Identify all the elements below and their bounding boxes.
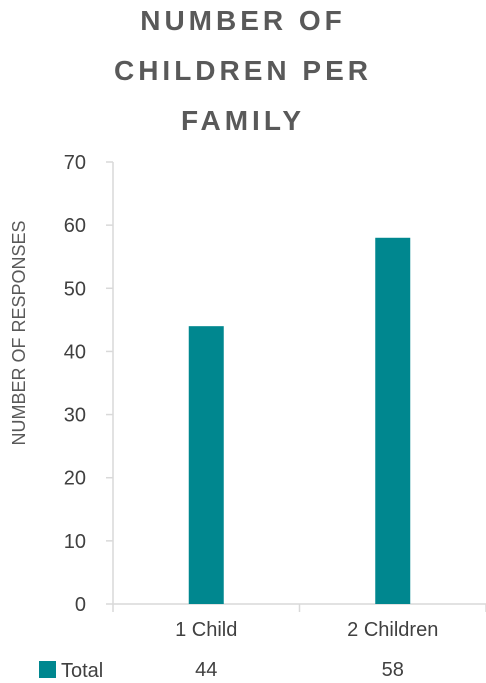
y-tick-label: 10 <box>64 531 86 553</box>
y-tick-label: 50 <box>64 278 86 300</box>
y-tick-label: 70 <box>64 152 86 174</box>
y-tick-label: 30 <box>64 405 86 427</box>
y-axis-title: NUMBER OF RESPONSES <box>9 220 29 445</box>
x-category-label: 1 Child <box>175 619 237 641</box>
legend-label: Total <box>61 660 103 682</box>
y-tick-label: 60 <box>64 215 86 237</box>
y-tick-label: 20 <box>64 468 86 490</box>
legend-swatch <box>39 661 56 678</box>
chart-title-line-1: NUMBER OF <box>140 5 346 36</box>
bar <box>188 326 224 604</box>
data-table-value: 58 <box>382 659 404 681</box>
chart-title-line-2: CHILDREN PER <box>113 55 372 86</box>
y-tick-label: 0 <box>75 594 86 616</box>
bar <box>375 237 411 604</box>
y-tick-label: 40 <box>64 341 86 363</box>
data-table-value: 44 <box>195 659 217 681</box>
x-category-label: 2 Children <box>347 619 438 641</box>
chart-title-line-3: FAMILY <box>180 105 306 136</box>
